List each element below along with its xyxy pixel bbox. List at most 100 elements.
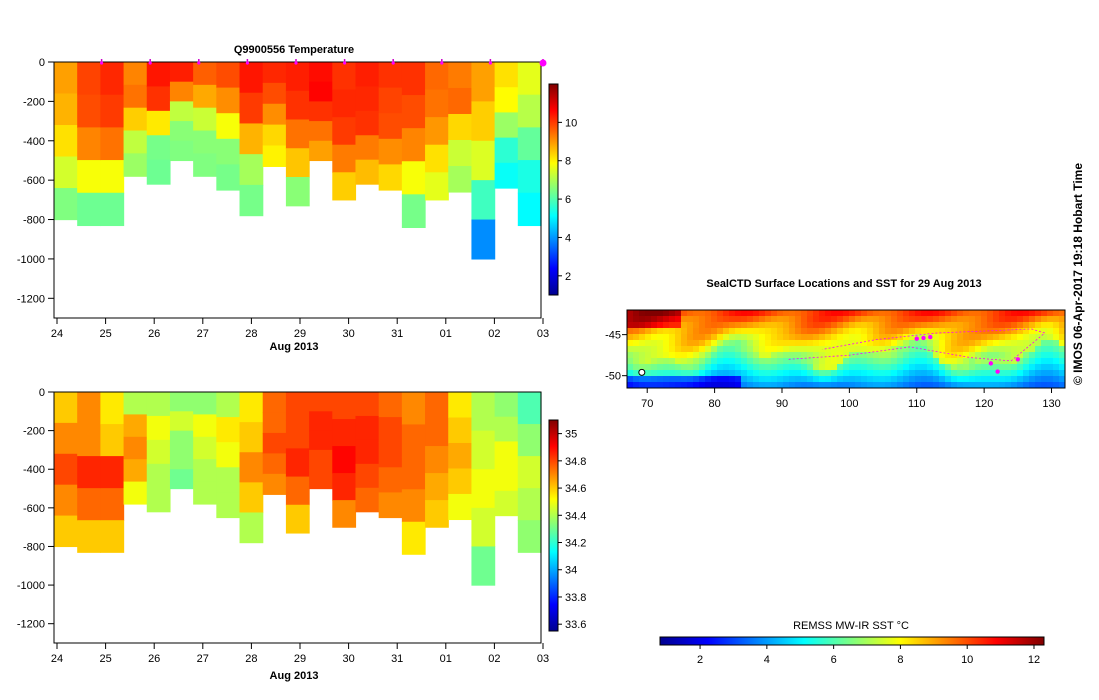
sst-cell <box>813 340 820 347</box>
sst-cell <box>975 376 982 383</box>
sst-cell <box>867 322 874 329</box>
heatmap-cell <box>425 89 449 118</box>
temperature-heatmap <box>54 62 542 260</box>
sst-cell <box>735 358 742 365</box>
heatmap-cell <box>123 62 148 86</box>
sst-cell <box>1023 382 1030 389</box>
sst-cell <box>747 382 754 389</box>
sst-cell <box>849 352 856 359</box>
profile-marker-dot <box>148 61 152 65</box>
heatmap-cell <box>378 138 403 165</box>
sst-cell <box>879 334 886 341</box>
sst-cell <box>1023 310 1030 317</box>
sst-cell <box>1011 346 1018 353</box>
heatmap-cell <box>123 130 148 154</box>
sst-cell <box>687 370 694 377</box>
sst-cell <box>915 370 922 377</box>
sst-cell <box>717 340 724 347</box>
heatmap-cell <box>355 487 380 513</box>
sst-cell <box>933 310 940 317</box>
sst-cell <box>849 340 856 347</box>
sst-cell <box>987 358 994 365</box>
sst-cell <box>831 316 838 323</box>
sst-cell <box>627 328 634 335</box>
heatmap-cell <box>448 468 473 495</box>
profile-marker-dot <box>539 59 547 67</box>
sst-cell <box>753 370 760 377</box>
sst-cell <box>837 346 844 353</box>
sst-cell <box>1035 340 1042 347</box>
sst-cell <box>735 316 742 323</box>
sst-cell <box>735 370 742 377</box>
heatmap-cell <box>309 62 333 83</box>
sst-cell <box>843 358 850 365</box>
sst-cell <box>771 382 778 389</box>
heatmap-cell <box>169 392 194 412</box>
sst-cell <box>999 340 1006 347</box>
sst-cell <box>969 352 976 359</box>
heatmap-cell <box>332 500 357 528</box>
sst-cell <box>627 310 634 317</box>
heatmap-cell <box>378 442 403 468</box>
sst-cell <box>687 376 694 383</box>
sst-cell <box>1029 382 1036 389</box>
sst-cell <box>1035 316 1042 323</box>
heatmap-cell <box>100 192 125 227</box>
sst-cell <box>675 346 682 353</box>
heatmap-cell <box>378 392 403 418</box>
heatmap-cell <box>123 481 148 505</box>
sst-cell <box>825 376 832 383</box>
sst-cell <box>831 310 838 317</box>
sst-cell <box>741 376 748 383</box>
sst-cell <box>813 316 820 323</box>
sst-cell <box>897 382 904 389</box>
y-tick-label: -200 <box>23 426 45 438</box>
sst-cell <box>927 340 934 347</box>
sst-cell <box>1047 328 1054 335</box>
sst-cell <box>735 334 742 341</box>
sst-cell <box>957 328 964 335</box>
heatmap-cell <box>332 419 357 447</box>
sst-cell <box>759 352 766 359</box>
sst-cell <box>1041 346 1048 353</box>
heatmap-cell <box>517 160 542 194</box>
sst-cell <box>903 376 910 383</box>
heatmap-cell <box>355 439 380 465</box>
sst-cell <box>1011 310 1018 317</box>
sst-cell <box>837 322 844 329</box>
sst-cell <box>1029 370 1036 377</box>
sst-cell <box>939 352 946 359</box>
sst-cell <box>867 382 874 389</box>
x-tick-label: 03 <box>537 653 549 665</box>
sst-cell <box>627 382 634 389</box>
sst-cell <box>639 358 646 365</box>
sst-cell <box>999 334 1006 341</box>
sst-cell <box>657 364 664 371</box>
heatmap-cell <box>355 135 380 161</box>
sst-cell <box>975 310 982 317</box>
sst-cell <box>633 322 640 329</box>
sst-cell <box>993 352 1000 359</box>
sst-cell <box>699 352 706 359</box>
sst-cell <box>1017 340 1024 347</box>
sst-cell <box>771 370 778 377</box>
heatmap-cell <box>494 112 519 139</box>
sst-cell <box>813 334 820 341</box>
sst-cell <box>1023 352 1030 359</box>
sst-cell <box>705 376 712 383</box>
sst-cell <box>783 316 790 323</box>
sst-cell <box>1041 382 1048 389</box>
sst-cell <box>849 382 856 389</box>
sst-cell <box>921 340 928 347</box>
sst-cell <box>999 358 1006 365</box>
sst-cell <box>789 346 796 353</box>
sst-cell <box>795 310 802 317</box>
salinity-panel: 0 -200 -400 -600 -800 -1000 -1200 24 25 26 27 28 29 3… <box>17 387 587 682</box>
sst-cell <box>699 370 706 377</box>
sst-cell <box>699 334 706 341</box>
sst-cell <box>1005 358 1012 365</box>
sst-cell <box>939 322 946 329</box>
sst-cell <box>633 316 640 323</box>
sst-cell <box>777 310 784 317</box>
sst-cell <box>879 370 886 377</box>
